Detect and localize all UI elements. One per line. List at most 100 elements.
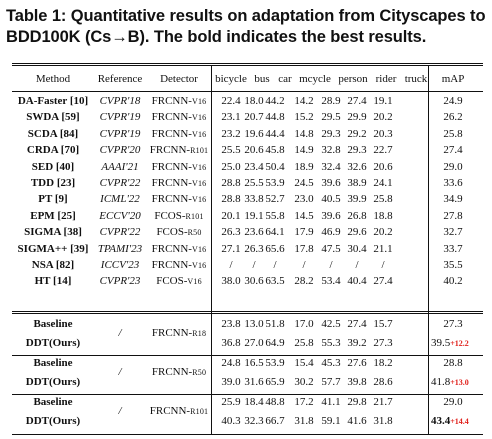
row-value: 25.5: [221, 144, 241, 157]
baseline-value: 16.5: [244, 357, 264, 369]
baseline-map: 27.3: [443, 318, 463, 330]
row-value: 14.9: [294, 144, 314, 157]
row-detector: FRCNN-R101: [146, 144, 212, 157]
row-method: SED [40]: [31, 160, 75, 173]
baseline-value: 27.6: [347, 357, 367, 369]
ours-method: DDT(Ours): [25, 337, 81, 349]
baseline-value: 27.4: [347, 318, 367, 330]
row-method: SIGMA [38]: [24, 226, 82, 239]
ours-map-value: 39.5: [431, 337, 451, 349]
detector-backbone: R101: [185, 211, 204, 221]
row-value: 15.2: [294, 111, 314, 124]
baseline-value: 25.9: [221, 396, 241, 408]
header-bicycle: bicycle: [215, 73, 247, 85]
row-reference: ECCV'20: [99, 209, 141, 222]
ours-value: 39.2: [347, 337, 367, 349]
row-value: 20.6: [244, 144, 264, 157]
row-value: 27.1: [221, 242, 241, 255]
table-top-rule: [12, 63, 483, 64]
detector-name: FRCNN-: [151, 95, 192, 107]
row-value: /: [252, 259, 256, 271]
row-value: 24.5: [294, 177, 314, 189]
row-method: CRDA [70]: [26, 144, 80, 157]
row-value: /: [302, 259, 306, 271]
row-reference: ICCV'23: [100, 259, 140, 271]
row-value: 28.9: [321, 95, 341, 107]
baseline-value: 17.2: [294, 396, 314, 408]
row-map: 29.0: [443, 160, 463, 173]
row-value: 17.9: [294, 226, 314, 239]
detector-name: FRCNN-: [151, 111, 192, 124]
row-method: HT [14]: [34, 275, 72, 288]
baseline-value: 45.3: [321, 357, 341, 369]
baseline-value: 18.4: [244, 396, 264, 408]
row-detector: FRCNN-V16: [146, 193, 212, 206]
row-value: 27.4: [373, 275, 393, 288]
baseline-value: 15.7: [373, 318, 393, 330]
row-value: 21.1: [373, 242, 393, 255]
row-value: 26.3: [221, 226, 241, 239]
row-value: 28.2: [294, 275, 314, 288]
ours-value: 65.9: [265, 376, 285, 388]
row-reference: TPAMI'23: [97, 242, 143, 255]
vline-before-map: [428, 66, 429, 434]
row-value: 30.4: [347, 242, 367, 255]
baseline-value: 51.8: [265, 318, 285, 330]
row-map: 33.6: [443, 177, 463, 189]
row-value: /: [273, 259, 277, 271]
row-value: 29.5: [321, 111, 341, 124]
row-value: 19.6: [244, 127, 264, 140]
baseline-value: 23.8: [221, 318, 241, 330]
row-method: NSA [82]: [31, 259, 75, 271]
row-value: 40.4: [347, 275, 367, 288]
detector-name: FRCNN-: [149, 144, 191, 157]
header-mcycle: mcycle: [299, 73, 331, 85]
header-reference: Reference: [97, 73, 143, 85]
ours-value: 27.3: [373, 337, 393, 349]
row-value: 53.4: [321, 275, 341, 288]
row-value: 20.2: [373, 226, 393, 239]
row-map: 34.9: [443, 193, 463, 206]
row-value: 32.6: [347, 160, 367, 173]
baseline-method: Baseline: [33, 396, 73, 408]
row-value: 22.7: [373, 144, 393, 157]
detector-backbone: R101: [190, 146, 209, 156]
ours-value: 59.1: [321, 415, 341, 427]
row-value: 20.6: [373, 160, 393, 173]
row-value: 29.6: [347, 226, 367, 239]
row-value: /: [329, 259, 333, 271]
ours-map-value: 41.8: [431, 376, 451, 388]
row-detector: FCOS-R101: [146, 210, 212, 223]
header-bus: bus: [254, 73, 270, 85]
row-value: 19.1: [373, 95, 393, 107]
row-value: 20.7: [244, 111, 264, 124]
ours-value: 64.9: [265, 337, 285, 349]
row-value: 45.8: [265, 144, 285, 157]
row-value: 63.5: [265, 275, 285, 288]
row-detector: FRCNN-V16: [146, 177, 212, 190]
row-reference: CVPR'22: [99, 177, 141, 189]
section-rule-2: [12, 313, 483, 314]
row-value: 23.2: [221, 127, 241, 140]
row-map: 33.7: [443, 242, 463, 255]
ours-value: 36.8: [221, 337, 241, 349]
row-value: 14.2: [294, 95, 314, 107]
ours-value: 28.6: [373, 376, 393, 388]
row-method: SIGMA++ [39]: [17, 242, 89, 255]
row-map: 24.9: [443, 95, 463, 107]
baseline-value: 48.8: [265, 396, 285, 408]
ours-value: 39.8: [347, 376, 367, 388]
row-value: 23.6: [244, 226, 264, 239]
ours-value: 55.3: [321, 337, 341, 349]
detector-backbone: V16: [191, 113, 207, 123]
row-method: TDD [23]: [30, 177, 76, 189]
detector-backbone: V16: [191, 97, 207, 106]
row-detector: FCOS-V16: [146, 275, 212, 288]
detector-name: FRCNN-: [151, 327, 193, 339]
ours-method: DDT(Ours): [25, 415, 81, 427]
row-value: 30.6: [244, 275, 264, 288]
row-detector: FCOS-R50: [146, 226, 212, 239]
detector-name: FRCNN-: [151, 127, 192, 140]
header-rider: rider: [375, 73, 397, 85]
row-value: 18.0: [244, 95, 264, 107]
